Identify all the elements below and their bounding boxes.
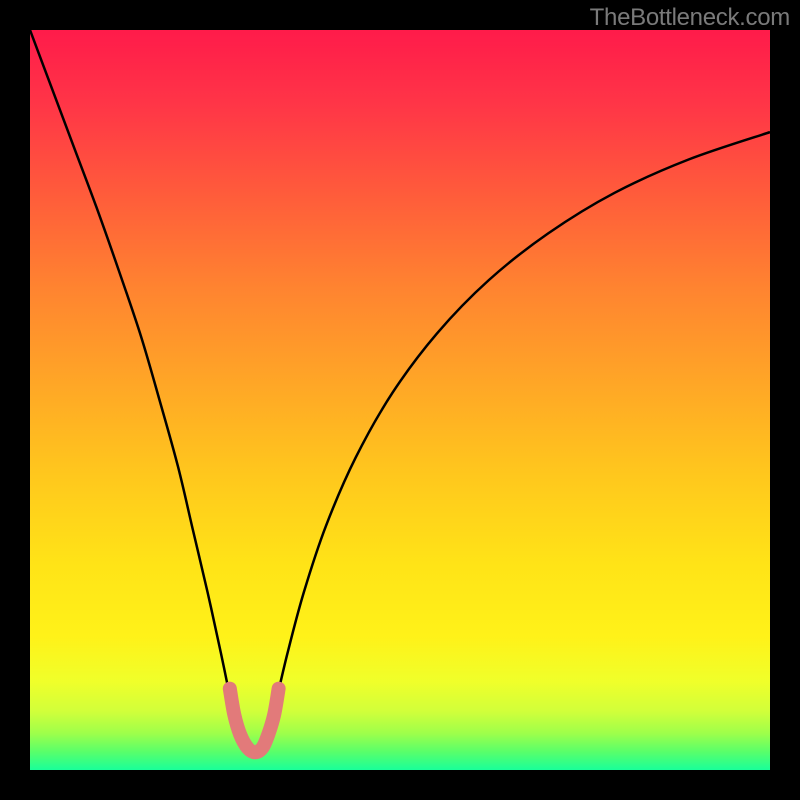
plot-area <box>30 30 770 770</box>
curve-overlay <box>30 30 770 770</box>
tip-marker <box>230 689 279 753</box>
chart-root: TheBottleneck.com <box>0 0 800 800</box>
curve-left-branch <box>30 30 231 703</box>
watermark-text: TheBottleneck.com <box>590 4 790 32</box>
curve-right-branch <box>276 132 770 703</box>
